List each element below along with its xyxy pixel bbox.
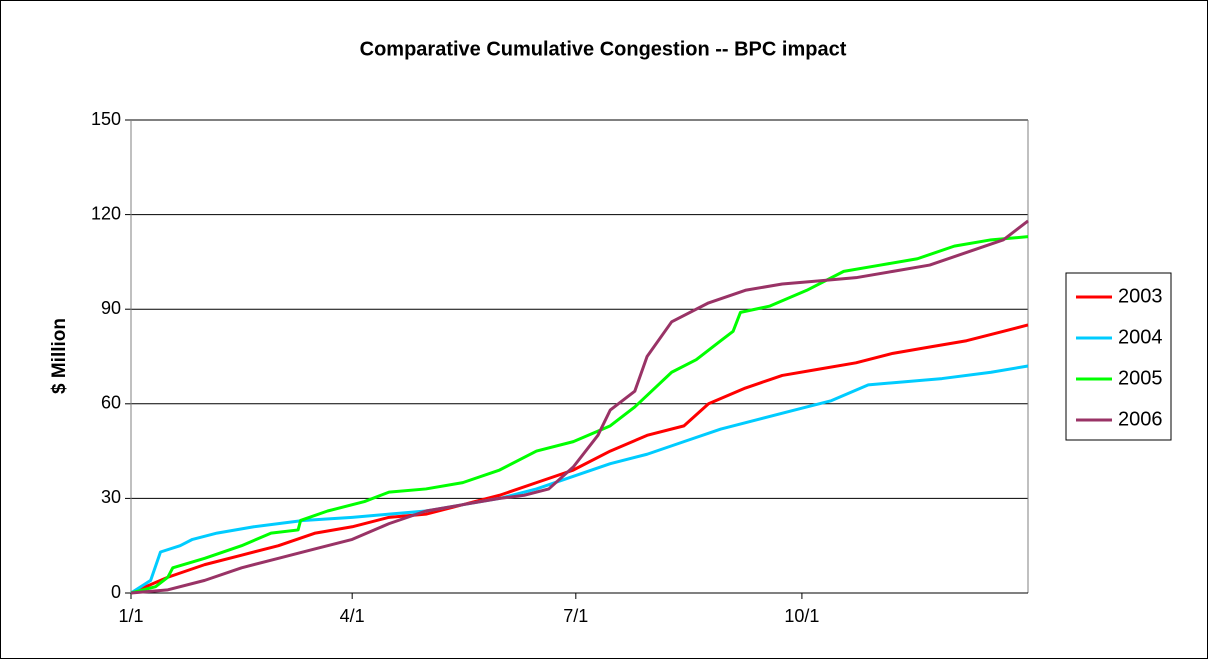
series-line [130, 235, 1029, 595]
y-tick-label: 0 [111, 582, 121, 602]
series-line [130, 219, 1029, 595]
y-tick-label: 30 [101, 487, 121, 507]
chart-title: Comparative Cumulative Congestion -- BPC… [360, 38, 847, 60]
x-tick-label: 4/1 [340, 606, 365, 626]
y-axis-label: $ Million [49, 318, 70, 394]
legend-label: 2005 [1118, 367, 1163, 389]
legend-box [1065, 272, 1172, 441]
y-tick-label: 90 [101, 298, 121, 318]
y-tick-label: 150 [91, 109, 121, 129]
x-tick-label: 7/1 [563, 606, 588, 626]
legend-label: 2004 [1118, 326, 1163, 348]
x-tick-label: 10/1 [784, 606, 819, 626]
y-tick-label: 60 [101, 393, 121, 413]
x-tick-label: 1/1 [118, 606, 143, 626]
y-tick-label: 120 [91, 203, 121, 223]
series-line [130, 364, 1029, 595]
series-line [130, 323, 1029, 595]
legend-label: 2003 [1118, 285, 1163, 307]
legend-label: 2006 [1118, 408, 1163, 430]
